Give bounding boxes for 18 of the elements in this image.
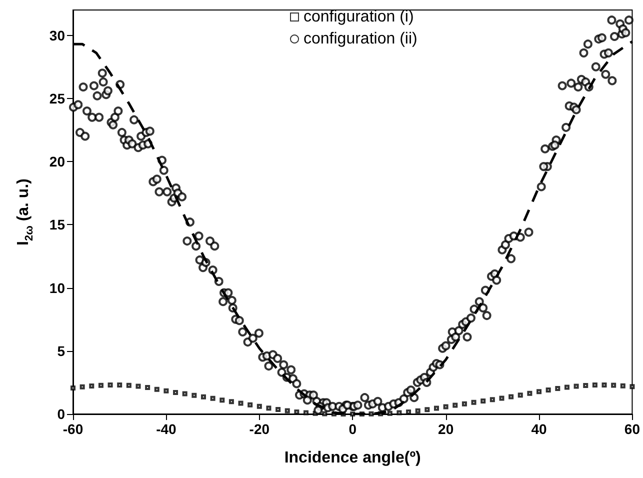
y-tick-label: 25 (49, 90, 66, 106)
y-tick-label: 15 (49, 216, 66, 233)
y-tick-label: 10 (49, 280, 66, 296)
x-tick-label: 40 (531, 421, 548, 437)
x-tick-label: -20 (249, 421, 270, 437)
y-tick-label: 30 (49, 27, 66, 44)
y-tick-label: 5 (57, 342, 66, 359)
legend-label: configuration (ii) (304, 30, 418, 48)
x-tick-label: 20 (438, 421, 454, 437)
x-axis-title: Incidence angle(º) (284, 450, 421, 466)
legend-label: configuration (i) (304, 8, 414, 26)
y-tick-label: 0 (57, 406, 66, 422)
x-tick-label: -60 (62, 421, 84, 437)
y-axis-title: I2ω (a. u.) (15, 178, 36, 246)
y-tick-label: 20 (49, 154, 66, 170)
x-tick-label: 0 (348, 421, 357, 437)
x-tick-label: 60 (624, 421, 640, 437)
x-tick-label: -40 (156, 421, 177, 437)
